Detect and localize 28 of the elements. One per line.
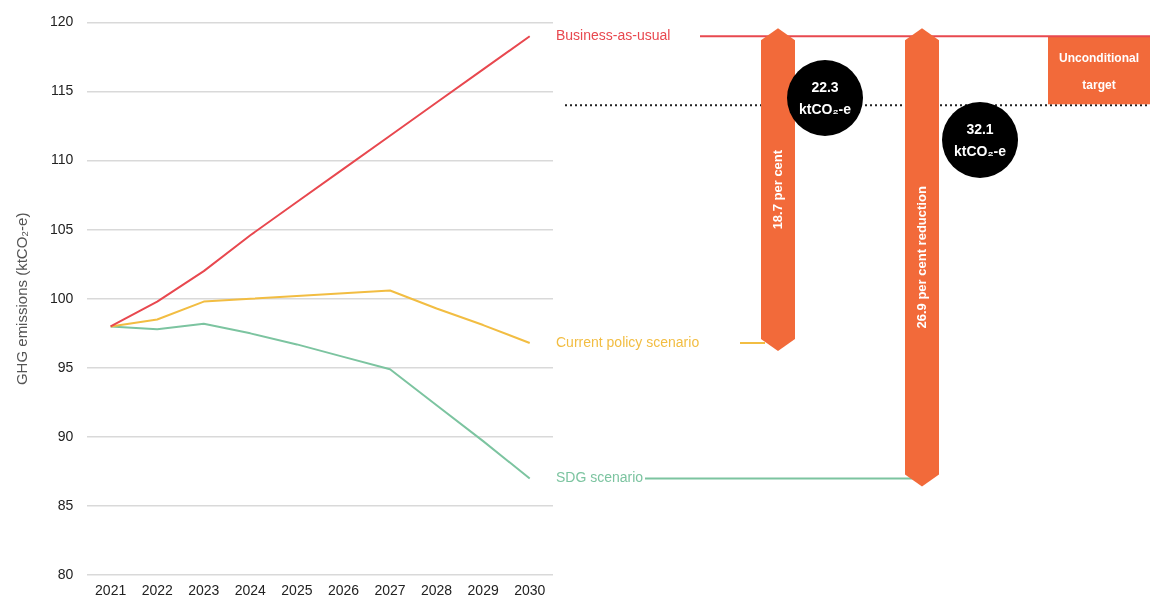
text: 18.7 per cent bbox=[769, 149, 785, 230]
text: 32.1 ktCO₂-e bbox=[953, 120, 1007, 159]
y-tick-label: 95 bbox=[57, 358, 74, 375]
y-tick-label: 110 bbox=[51, 151, 74, 168]
text: 26.9 per cent reduction bbox=[913, 186, 929, 329]
y-tick-label: 80 bbox=[57, 566, 74, 583]
y-tick-label: 85 bbox=[57, 496, 74, 513]
series-label: Business-as-usual bbox=[556, 27, 671, 44]
y-axis-title: GHG emissions (ktCO₂-e) bbox=[13, 212, 31, 386]
x-tick-label: 2023 bbox=[188, 582, 220, 599]
y-tick-label: 115 bbox=[51, 82, 74, 99]
x-tick-label: 2022 bbox=[141, 582, 173, 599]
x-tick-label: 2021 bbox=[95, 582, 127, 599]
x-tick-label: 2027 bbox=[374, 582, 406, 599]
x-tick-label: 2024 bbox=[234, 582, 267, 599]
x-tick-label: 2029 bbox=[467, 582, 499, 599]
x-tick-label: 2026 bbox=[327, 582, 360, 599]
series-label: SDG scenario bbox=[556, 469, 644, 486]
y-tick-label: 90 bbox=[57, 427, 74, 444]
y-tick-label: 100 bbox=[50, 289, 74, 306]
text: 22.3 ktCO₂-e bbox=[798, 78, 852, 117]
series-label: Current policy scenario bbox=[556, 333, 700, 350]
x-tick-label: 2030 bbox=[514, 582, 546, 599]
y-tick-label: 105 bbox=[50, 220, 74, 237]
ref-line-label: Unconditional target bbox=[1059, 51, 1139, 93]
y-tick-label: 120 bbox=[50, 13, 74, 30]
x-tick-label: 2028 bbox=[421, 582, 453, 599]
x-tick-label: 2025 bbox=[281, 582, 313, 599]
